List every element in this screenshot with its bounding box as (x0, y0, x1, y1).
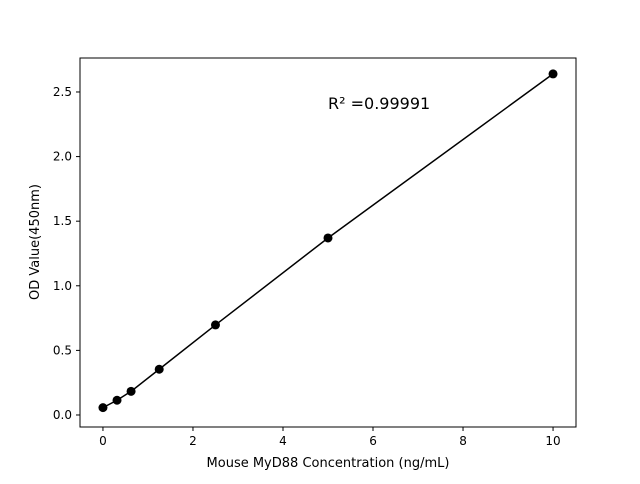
x-tick-label: 6 (369, 434, 377, 448)
data-point (98, 403, 108, 413)
x-axis-label: Mouse MyD88 Concentration (ng/mL) (207, 456, 450, 471)
data-point (154, 364, 164, 374)
x-tick-label: 4 (279, 434, 287, 448)
y-tick-label: 2.5 (53, 85, 72, 99)
y-tick-label: 0.0 (53, 408, 72, 422)
r-squared-annotation: R² =0.99991 (328, 94, 430, 113)
data-points (98, 69, 558, 413)
x-tick-label: 10 (545, 434, 560, 448)
y-ticks: 0.0 0.5 1.0 1.5 2.0 2.5 (53, 85, 80, 422)
data-point (548, 69, 558, 79)
x-ticks: 0 2 4 6 8 10 (99, 427, 561, 448)
data-point (126, 386, 136, 396)
data-point (112, 395, 122, 405)
y-tick-label: 0.5 (53, 343, 72, 357)
y-tick-label: 1.0 (53, 279, 72, 293)
data-point (210, 320, 220, 330)
x-tick-label: 0 (99, 434, 107, 448)
data-point (323, 233, 333, 243)
plot-area (79, 57, 577, 428)
y-axis-label: OD Value(450nm) (28, 184, 43, 300)
x-tick-label: 2 (189, 434, 197, 448)
y-tick-label: 1.5 (53, 214, 72, 228)
x-tick-label: 8 (459, 434, 467, 448)
y-tick-label: 2.0 (53, 150, 72, 164)
